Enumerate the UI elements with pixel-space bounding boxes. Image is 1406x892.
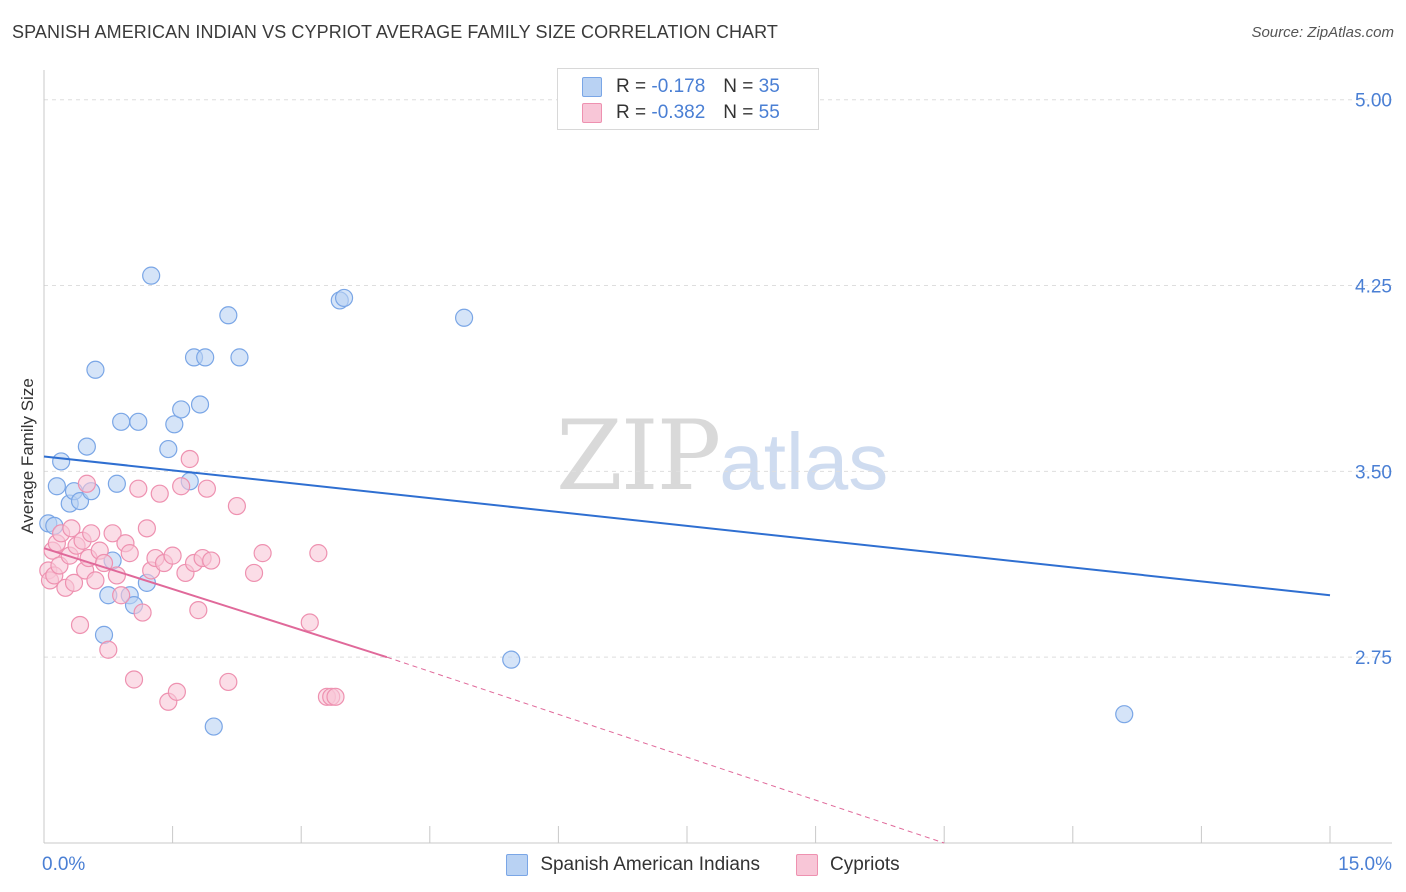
point-cypriots [219,672,238,692]
point-spanish-american-indians [77,437,96,456]
y-tick-label: 5.00 [1355,91,1392,112]
point-cypriots [172,477,191,496]
legend-swatch-pink [796,854,818,876]
point-cypriots [326,687,345,706]
point-spanish-american-indians [334,288,354,308]
legend-item-cypriots: Cypriots [796,854,900,876]
y-axis-label: Average Family Size [18,378,37,534]
zipatlas-watermark: ZIPatlas [556,400,888,512]
legend-row-spanish-american-indians: R = -0.178 N = 35 [582,75,780,99]
point-cypriots [244,563,264,583]
point-cypriots [129,479,148,498]
source-credit: Source: ZipAtlas.com [1251,24,1394,41]
x-tick-label: 15.0% [1338,854,1392,875]
legend-label: Cypriots [830,854,900,875]
trendline-spanish-american-indians [43,455,1331,597]
watermark-atlas: atlas [719,417,889,506]
legend-r-value: -0.382 [651,102,706,123]
x-tick-label: 0.0% [42,854,85,875]
point-cypriots [124,670,144,689]
legend-n-value: 55 [758,102,780,123]
point-cypriots [62,519,81,538]
point-cypriots [197,479,216,498]
point-cypriots [120,544,139,563]
point-cypriots [309,544,328,563]
point-spanish-american-indians [129,412,148,431]
series-legend: Spanish American Indians Cypriots [0,851,1406,879]
legend-r-label: R = [616,102,647,123]
correlation-legend: R = -0.178 N = 35 R = -0.382 N = 55 [557,68,819,130]
point-spanish-american-indians [219,306,238,325]
trendline-cypriots [43,547,388,659]
point-cypriots [82,524,101,543]
legend-n-label: N = [723,102,754,123]
point-spanish-american-indians [1115,705,1134,724]
point-cypriots [107,566,126,585]
point-spanish-american-indians [52,452,71,471]
chart-title: SPANISH AMERICAN INDIAN VS CYPRIOT AVERA… [12,22,779,42]
trendline-extension-cypriots [386,656,945,844]
legend-swatch-blue [582,77,602,97]
legend-n-value: 35 [758,76,780,97]
point-spanish-american-indians [47,477,66,496]
y-tick-label: 2.75 [1355,648,1392,669]
legend-r-label: R = [616,76,647,97]
point-cypriots [180,449,199,469]
point-cypriots [150,484,169,503]
point-cypriots [227,496,246,516]
point-cypriots [112,586,131,605]
point-cypriots [202,551,221,570]
point-cypriots [167,682,186,701]
point-spanish-american-indians [86,360,105,379]
point-cypriots [94,553,114,573]
point-spanish-american-indians [190,395,210,414]
y-tick-label: 3.50 [1355,462,1392,483]
point-spanish-american-indians [165,415,184,434]
point-cypriots [163,546,182,565]
point-spanish-american-indians [107,474,126,493]
legend-n-label: N = [723,76,754,97]
point-cypriots [133,603,152,622]
point-spanish-american-indians [172,400,191,419]
point-cypriots [70,615,90,635]
point-spanish-american-indians [204,717,223,736]
point-cypriots [64,573,84,592]
point-spanish-american-indians [230,348,249,367]
legend-label: Spanish American Indians [540,854,760,875]
point-spanish-american-indians [502,650,521,669]
legend-item-spanish-american-indians: Spanish American Indians [506,854,760,876]
point-spanish-american-indians [159,439,178,459]
point-cypriots [86,571,105,590]
legend-swatch-blue [506,854,529,876]
point-cypriots [137,519,156,538]
point-spanish-american-indians [112,412,131,431]
y-tick-label: 4.25 [1355,277,1392,298]
point-cypriots [189,601,208,620]
legend-swatch-pink [582,103,602,123]
legend-row-cypriots: R = -0.382 N = 55 [582,101,780,125]
point-spanish-american-indians [142,266,161,285]
point-cypriots [103,524,122,543]
watermark-zip: ZIP [556,400,721,512]
point-spanish-american-indians [454,308,474,327]
point-spanish-american-indians [196,348,215,367]
point-cypriots [300,613,319,632]
point-cypriots [99,640,118,659]
point-cypriots [253,544,272,563]
legend-r-value: -0.178 [651,76,706,97]
point-cypriots [77,474,96,493]
